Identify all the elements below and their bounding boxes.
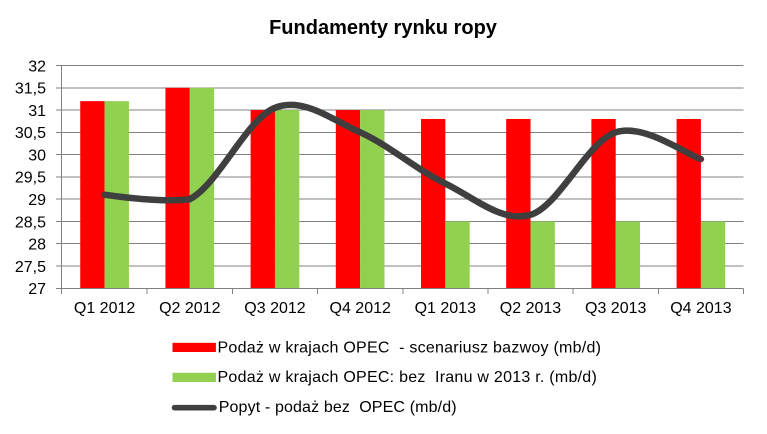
svg-text:27: 27 — [28, 281, 46, 298]
svg-text:30: 30 — [28, 147, 46, 164]
svg-text:29,5: 29,5 — [15, 170, 46, 187]
svg-text:31,5: 31,5 — [15, 81, 46, 98]
svg-text:29: 29 — [28, 192, 46, 209]
svg-text:Podaż w krajach OPEC: bez Ira: Podaż w krajach OPEC: bez Iranu w 2013 r… — [218, 369, 598, 386]
svg-text:Popyt - podaż bez OPEC (mb/d): Popyt - podaż bez OPEC (mb/d) — [219, 399, 457, 416]
svg-text:32: 32 — [28, 58, 46, 75]
svg-text:31: 31 — [28, 103, 46, 120]
svg-text:Q2 2013: Q2 2013 — [500, 300, 561, 317]
svg-text:Q3 2013: Q3 2013 — [585, 300, 646, 317]
svg-text:Q3 2012: Q3 2012 — [244, 300, 305, 317]
svg-text:Q1 2012: Q1 2012 — [74, 300, 135, 317]
svg-text:28: 28 — [28, 237, 46, 254]
svg-text:27,5: 27,5 — [15, 259, 46, 276]
svg-text:Podaż w krajach OPEC - scenar: Podaż w krajach OPEC - scenariusz bazwoy… — [218, 340, 602, 357]
svg-text:Q4 2013: Q4 2013 — [670, 300, 731, 317]
svg-text:Q2 2012: Q2 2012 — [159, 300, 220, 317]
svg-text:Fundamenty rynku ropy: Fundamenty rynku ropy — [269, 17, 498, 39]
svg-text:Q1 2013: Q1 2013 — [415, 300, 476, 317]
svg-text:28,5: 28,5 — [15, 214, 46, 231]
svg-text:30,5: 30,5 — [15, 125, 46, 142]
svg-text:Q4 2012: Q4 2012 — [330, 300, 391, 317]
